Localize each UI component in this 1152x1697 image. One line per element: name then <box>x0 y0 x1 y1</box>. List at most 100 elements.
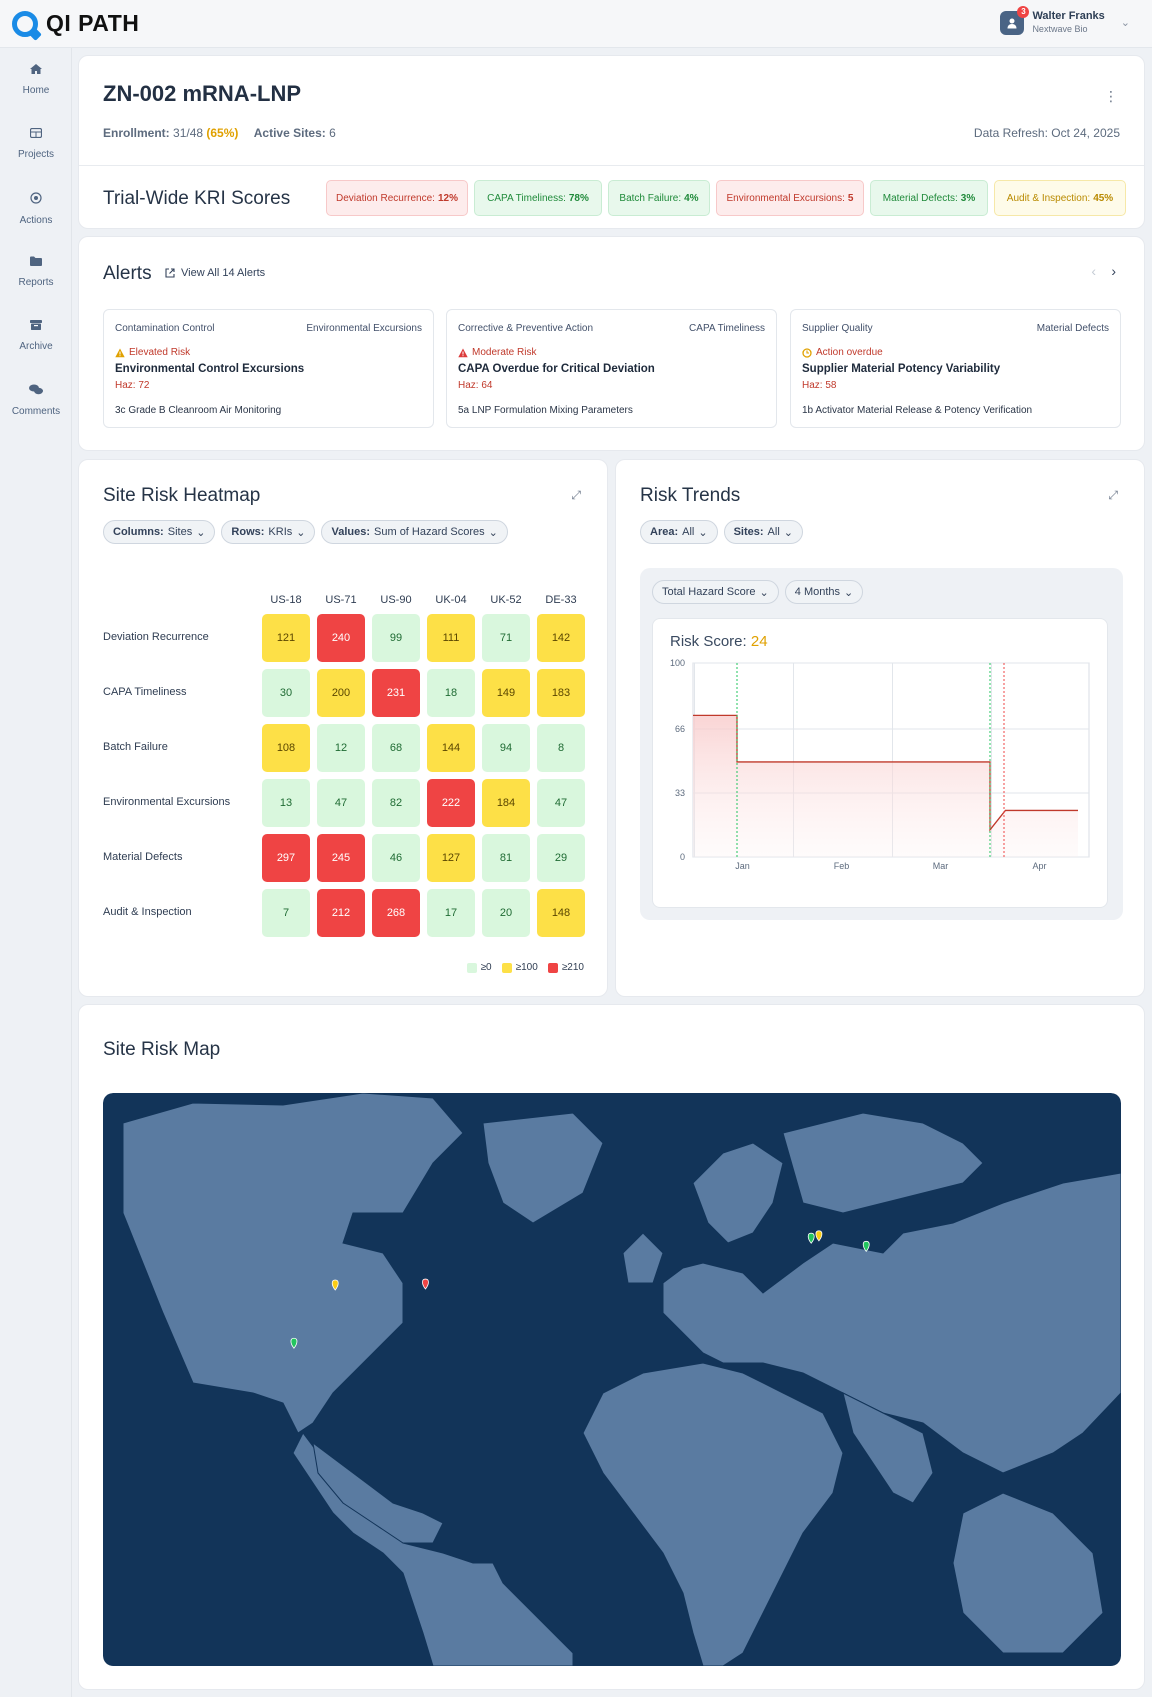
heatmap-cell[interactable]: 297 <box>262 834 310 882</box>
nav-actions[interactable]: Actions <box>0 192 72 228</box>
heatmap-cell[interactable]: 108 <box>262 724 310 772</box>
heatmap-cell[interactable]: 142 <box>537 614 585 662</box>
heatmap-cell[interactable]: 121 <box>262 614 310 662</box>
heatmap-cell[interactable]: 222 <box>427 779 475 827</box>
next-arrow-icon[interactable]: › <box>1111 263 1116 279</box>
alert-card[interactable]: Supplier Quality Material Defects Action o… <box>790 309 1121 428</box>
prev-arrow-icon[interactable]: ‹ <box>1091 263 1096 279</box>
nav-projects[interactable]: Projects <box>0 128 72 162</box>
heatmap-cell[interactable]: 268 <box>372 889 420 937</box>
heatmap-cell[interactable]: 71 <box>482 614 530 662</box>
alert-hazard-score: Haz: 58 <box>802 380 837 391</box>
risk-score-value: 24 <box>750 633 768 650</box>
site-pin-icon[interactable] <box>422 1278 429 1290</box>
site-pin-icon[interactable] <box>862 1240 870 1252</box>
heatmap-cell[interactable]: 8 <box>537 724 585 772</box>
columns-filter[interactable]: Columns: Sites ⌄ <box>103 520 216 544</box>
heatmap-cell[interactable]: 47 <box>537 779 585 827</box>
heatmap-cell[interactable]: 18 <box>427 669 475 717</box>
warning-icon <box>115 348 125 357</box>
nav-comments[interactable]: Comments <box>0 384 72 419</box>
sites-filter-key: Sites: <box>733 526 764 538</box>
chevron-down-icon[interactable]: ⌄ <box>1120 17 1130 29</box>
heatmap-cell[interactable]: 183 <box>537 669 585 717</box>
heatmap-row-label: Batch Failure <box>103 741 168 753</box>
heatmap-cell[interactable]: 127 <box>427 834 475 882</box>
kri-chip[interactable]: Deviation Recurrence: 12% <box>326 180 468 216</box>
archive-icon <box>30 320 42 330</box>
chevron-down-icon: ⌄ <box>196 526 206 539</box>
kebab-menu-icon[interactable]: ⋮ <box>1104 88 1118 104</box>
heatmap-cell[interactable]: 47 <box>317 779 365 827</box>
heatmap-row-label: Material Defects <box>103 851 183 863</box>
alert-kri: CAPA Timeliness <box>689 323 765 334</box>
site-pin-icon[interactable] <box>331 1279 339 1291</box>
alert-card[interactable]: Contamination Control Environmental Excur… <box>103 309 434 428</box>
values-filter[interactable]: Values: Sum of Hazard Scores ⌄ <box>321 520 508 544</box>
nav-archive[interactable]: Archive <box>0 320 72 354</box>
heatmap-cell[interactable]: 99 <box>372 614 420 662</box>
kri-chip[interactable]: Environmental Excursions: 5 <box>716 180 864 216</box>
expand-icon[interactable]: ⤢ <box>571 488 581 502</box>
user-menu[interactable]: 3 Walter Franks Nextwave Bio ⌄ <box>1000 5 1130 35</box>
heatmap-cell[interactable]: 46 <box>372 834 420 882</box>
kri-chip-label: Audit & Inspection: <box>1006 192 1091 204</box>
metric-select[interactable]: Total Hazard Score ⌄ <box>652 580 779 604</box>
map-title: Site Risk Map <box>103 1039 221 1060</box>
expand-icon[interactable]: ⤢ <box>1108 488 1118 502</box>
heatmap-cell[interactable]: 240 <box>317 614 365 662</box>
heatmap-cell[interactable]: 82 <box>372 779 420 827</box>
heatmap-cell[interactable]: 245 <box>317 834 365 882</box>
legend-label: ≥0 <box>480 962 492 973</box>
kri-chip[interactable]: CAPA Timeliness: 78% <box>474 180 602 216</box>
alert-risk-label: Action overdue <box>816 347 883 358</box>
heatmap-cell[interactable]: 212 <box>317 889 365 937</box>
chevron-down-icon: ⌄ <box>759 586 769 599</box>
nav-home[interactable]: Home <box>0 64 72 98</box>
sites-filter[interactable]: Sites: All ⌄ <box>723 520 803 544</box>
heatmap-cell[interactable]: 184 <box>482 779 530 827</box>
heatmap-cell[interactable]: 200 <box>317 669 365 717</box>
grid-icon <box>30 128 42 138</box>
user-avatar-icon[interactable]: 3 <box>1000 5 1030 35</box>
heatmap-cell[interactable]: 111 <box>427 614 475 662</box>
alert-card[interactable]: Corrective & Preventive Action CAPA Timel… <box>446 309 777 428</box>
trend-controls: Total Hazard Score ⌄ 4 Months ⌄ <box>652 580 864 604</box>
heatmap-cell[interactable]: 148 <box>537 889 585 937</box>
heatmap-cell[interactable]: 231 <box>372 669 420 717</box>
view-all-alerts-link[interactable]: View All 14 Alerts <box>165 267 265 279</box>
nav-reports[interactable]: Reports <box>0 256 72 290</box>
heatmap-cell[interactable]: 29 <box>537 834 585 882</box>
kri-chip[interactable]: Batch Failure: 4% <box>608 180 710 216</box>
heatmap-cell[interactable]: 17 <box>427 889 475 937</box>
rows-filter[interactable]: Rows: KRIs ⌄ <box>221 520 316 544</box>
legend-swatch <box>466 962 477 973</box>
heatmap-cell[interactable]: 7 <box>262 889 310 937</box>
heatmap-cell[interactable]: 144 <box>427 724 475 772</box>
site-pin-icon[interactable] <box>290 1337 298 1349</box>
heatmap-cell[interactable]: 13 <box>262 779 310 827</box>
area-filter[interactable]: Area: All ⌄ <box>640 520 718 544</box>
period-select[interactable]: 4 Months ⌄ <box>784 580 864 604</box>
heatmap-cell[interactable]: 68 <box>372 724 420 772</box>
heatmap-cell[interactable]: 20 <box>482 889 530 937</box>
heatmap-cell[interactable]: 30 <box>262 669 310 717</box>
clock-icon <box>802 347 812 358</box>
site-pin-icon[interactable] <box>815 1230 823 1242</box>
heatmap-cell[interactable]: 81 <box>482 834 530 882</box>
app-logo[interactable]: QI PATH <box>12 10 139 37</box>
site-pin-icon[interactable] <box>807 1232 815 1244</box>
y-tick-label: 66 <box>675 724 685 734</box>
heatmap-cell[interactable]: 12 <box>317 724 365 772</box>
heatmap-cell[interactable]: 149 <box>482 669 530 717</box>
nav-comments-label: Comments <box>11 406 61 417</box>
heatmap-cell[interactable]: 94 <box>482 724 530 772</box>
kri-chip[interactable]: Audit & Inspection: 45% <box>994 180 1126 216</box>
kri-chip-value: 5 <box>847 192 854 204</box>
kri-chip[interactable]: Material Defects: 3% <box>870 180 988 216</box>
area-filter-value: All <box>682 526 695 538</box>
active-sites-value: 6 <box>329 126 336 140</box>
external-link-icon <box>165 268 175 278</box>
world-map[interactable] <box>103 1093 1121 1666</box>
alert-hazard-score: Haz: 72 <box>115 380 150 391</box>
